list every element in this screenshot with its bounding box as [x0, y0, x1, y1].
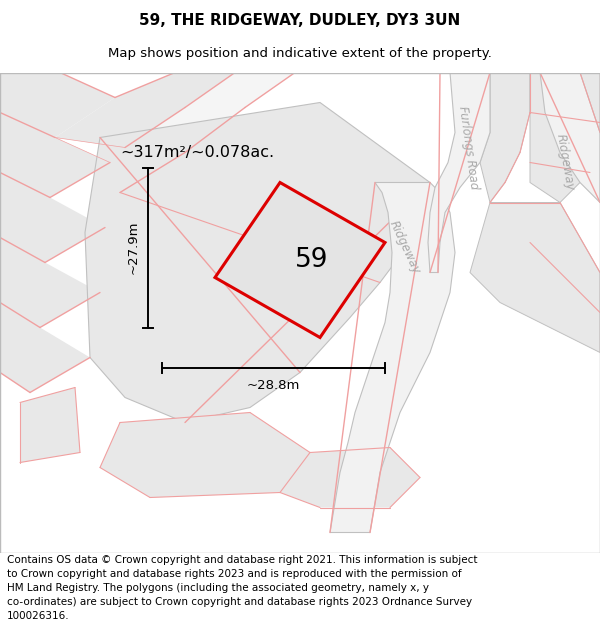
- Polygon shape: [0, 238, 100, 328]
- Polygon shape: [55, 72, 235, 148]
- Polygon shape: [428, 72, 490, 272]
- Polygon shape: [330, 182, 455, 532]
- Text: ~28.8m: ~28.8m: [247, 379, 300, 392]
- Text: 59: 59: [295, 247, 329, 273]
- Polygon shape: [530, 72, 600, 202]
- Polygon shape: [0, 72, 115, 138]
- Polygon shape: [110, 72, 295, 192]
- Text: Contains OS data © Crown copyright and database right 2021. This information is : Contains OS data © Crown copyright and d…: [7, 555, 478, 565]
- Polygon shape: [0, 173, 105, 262]
- Text: Map shows position and indicative extent of the property.: Map shows position and indicative extent…: [108, 48, 492, 61]
- Polygon shape: [215, 182, 385, 338]
- Polygon shape: [100, 412, 310, 498]
- Polygon shape: [85, 102, 430, 422]
- Polygon shape: [480, 72, 530, 202]
- Text: Furlongs Road: Furlongs Road: [456, 105, 480, 190]
- Polygon shape: [20, 388, 80, 462]
- Polygon shape: [540, 72, 600, 202]
- Text: ~27.9m: ~27.9m: [127, 221, 140, 274]
- Text: to Crown copyright and database rights 2023 and is reproduced with the permissio: to Crown copyright and database rights 2…: [7, 569, 462, 579]
- Text: Ridgeway: Ridgeway: [554, 133, 577, 192]
- Text: 100026316.: 100026316.: [7, 611, 70, 621]
- Polygon shape: [470, 202, 600, 352]
- Text: 59, THE RIDGEWAY, DUDLEY, DY3 3UN: 59, THE RIDGEWAY, DUDLEY, DY3 3UN: [139, 12, 461, 28]
- Text: co-ordinates) are subject to Crown copyright and database rights 2023 Ordnance S: co-ordinates) are subject to Crown copyr…: [7, 598, 472, 608]
- Polygon shape: [0, 302, 90, 392]
- Text: ~317m²/~0.078ac.: ~317m²/~0.078ac.: [120, 145, 274, 160]
- Polygon shape: [0, 72, 600, 552]
- Polygon shape: [280, 448, 420, 508]
- Text: HM Land Registry. The polygons (including the associated geometry, namely x, y: HM Land Registry. The polygons (includin…: [7, 583, 429, 593]
- Text: Ridgeway: Ridgeway: [387, 219, 423, 276]
- Polygon shape: [0, 112, 110, 198]
